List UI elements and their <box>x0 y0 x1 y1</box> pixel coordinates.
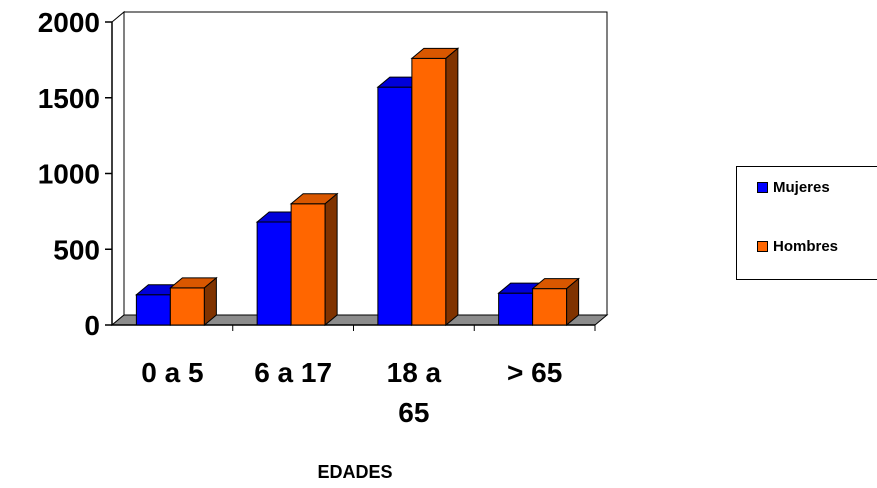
bar-front <box>256 221 292 326</box>
y-tick-label: 0 <box>84 310 100 341</box>
chart-back-wall <box>123 11 608 316</box>
y-tick-label: 2000 <box>38 7 100 38</box>
bar-front <box>169 287 205 326</box>
chart-side-wall <box>111 10 125 327</box>
bar-side <box>324 192 338 327</box>
x-tick-label-line: 6 a 17 <box>254 357 332 388</box>
legend-label-mujeres: Mujeres <box>773 179 830 196</box>
x-tick-label-line: 0 a 5 <box>141 357 203 388</box>
legend-swatch-hombres <box>757 241 768 252</box>
x-tick-label: > 65 <box>507 357 562 388</box>
bar-side <box>566 277 580 327</box>
legend-item-mujeres: Mujeres <box>757 179 830 196</box>
bar-front <box>411 57 447 326</box>
bar-front <box>290 203 326 326</box>
x-tick-label: 0 a 5 <box>141 357 203 388</box>
x-tick-label-line: 65 <box>398 397 429 428</box>
bar-front <box>135 294 171 326</box>
bar-side <box>203 276 217 327</box>
legend-label-hombres: Hombres <box>773 238 839 255</box>
legend-swatch-mujeres <box>757 182 768 193</box>
bar-hombres-3 <box>531 277 581 327</box>
y-tick-label: 1000 <box>38 159 100 190</box>
x-tick-label-line: > 65 <box>507 357 562 388</box>
y-tick-label: 1500 <box>38 83 100 114</box>
x-tick-label: 18 a 65 <box>387 357 442 428</box>
bar-hombres-1 <box>289 192 339 327</box>
chart-legend: Mujeres Hombres <box>736 166 877 280</box>
legend-item-hombres: Hombres <box>757 238 838 255</box>
x-tick-label-line: 18 a <box>387 357 442 388</box>
x-tick-label: 6 a 17 <box>254 357 332 388</box>
bar-front <box>377 86 413 326</box>
y-tick-label: 500 <box>53 234 100 265</box>
bar-front <box>532 288 568 326</box>
bar-front <box>498 292 534 326</box>
bar-side <box>445 47 459 327</box>
x-axis-title: EDADES <box>317 462 392 482</box>
bar-hombres-2 <box>410 47 460 327</box>
bar-hombres-0 <box>168 276 218 327</box>
